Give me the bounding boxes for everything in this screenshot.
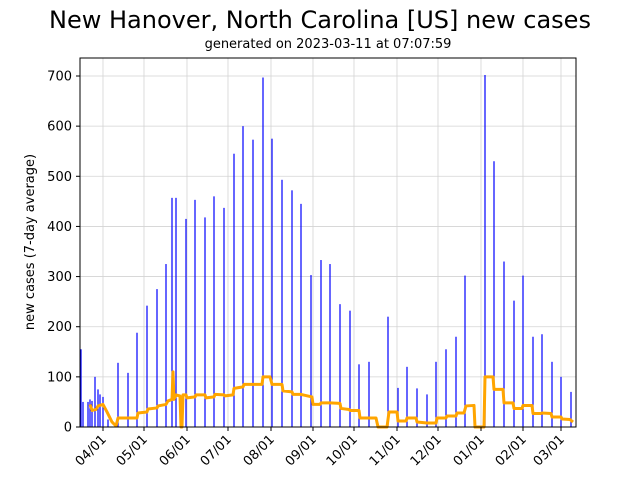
bar (560, 376, 562, 427)
y-tick-label: 700 (47, 70, 72, 85)
y-tick-label: 400 (47, 220, 72, 235)
x-tick-label: 05/01 (114, 432, 151, 469)
bar (484, 74, 486, 428)
x-tick-label: 02/01 (493, 432, 530, 469)
bar (102, 396, 104, 427)
x-tick-label: 12/01 (408, 432, 445, 469)
bar (281, 179, 283, 427)
x-tick-label: 07/01 (198, 432, 235, 469)
bar (233, 153, 235, 427)
bar (416, 388, 418, 427)
y-axis-label: new cases (7-day average) (23, 154, 38, 330)
bar (171, 197, 173, 427)
bar (358, 364, 360, 427)
bar (165, 264, 167, 427)
bar (223, 207, 225, 427)
chart-title: New Hanover, North Carolina [US] new cas… (49, 6, 591, 34)
bar (127, 372, 129, 427)
x-tick-label: 03/01 (531, 432, 568, 469)
bar (435, 361, 437, 427)
bar (80, 349, 82, 427)
y-tick-label: 200 (47, 320, 72, 335)
bar (387, 316, 389, 427)
average-line (88, 370, 574, 429)
x-tick-label: 10/01 (324, 432, 361, 469)
bar (194, 199, 196, 427)
bar (146, 305, 148, 427)
x-tick-label: 09/01 (283, 432, 320, 469)
bar (156, 289, 158, 427)
bar (99, 394, 101, 427)
bar (252, 139, 254, 427)
bar (349, 310, 351, 427)
x-tick-label: 11/01 (367, 432, 404, 469)
bar (320, 260, 322, 427)
y-tick-label: 500 (47, 170, 72, 185)
bar (87, 401, 89, 427)
y-tick-label: 0 (64, 421, 72, 436)
bar (368, 361, 370, 427)
bar (445, 349, 447, 427)
bar (522, 275, 524, 427)
bar (242, 126, 244, 428)
y-tick-label: 600 (47, 120, 72, 135)
bar (175, 197, 177, 427)
bar (329, 264, 331, 427)
x-tick-label: 04/01 (73, 432, 110, 469)
bar (271, 138, 273, 427)
bar (94, 376, 96, 427)
bar (310, 275, 312, 427)
bar (300, 203, 302, 427)
bar (185, 218, 187, 427)
axes-frame (79, 57, 577, 428)
bar (570, 391, 572, 427)
bar (91, 400, 93, 427)
y-tick-label: 300 (47, 270, 72, 285)
x-tick-label: 06/01 (157, 432, 194, 469)
bar (455, 336, 457, 427)
y-axis: 0 100 200 300 400 500 600 700 (47, 70, 80, 436)
bar (397, 387, 399, 427)
bar (291, 190, 293, 427)
y-tick-label: 100 (47, 370, 72, 385)
bar (464, 275, 466, 427)
x-tick-label: 08/01 (241, 432, 278, 469)
bar (89, 399, 91, 427)
bar (136, 332, 138, 427)
bar (493, 161, 495, 427)
grid-lines (80, 58, 576, 428)
bar (117, 362, 119, 427)
bar (532, 336, 534, 427)
bar (82, 401, 84, 427)
bar (262, 77, 264, 428)
average-polyline (88, 370, 574, 429)
chart-subtitle: generated on 2023-03-11 at 07:07:59 (204, 37, 452, 52)
bar (513, 300, 515, 427)
bar (406, 366, 408, 427)
bar (503, 261, 505, 427)
bar (551, 361, 553, 427)
bar (204, 217, 206, 427)
bar (213, 196, 215, 427)
bar (339, 304, 341, 427)
bar (107, 419, 109, 427)
x-axis: 04/01 05/01 06/01 07/01 08/01 09/01 10/01 11/01… (73, 427, 568, 469)
bar (426, 394, 428, 427)
bar-series (80, 74, 572, 428)
x-tick-label: 01/01 (451, 432, 488, 469)
bar (541, 334, 543, 427)
